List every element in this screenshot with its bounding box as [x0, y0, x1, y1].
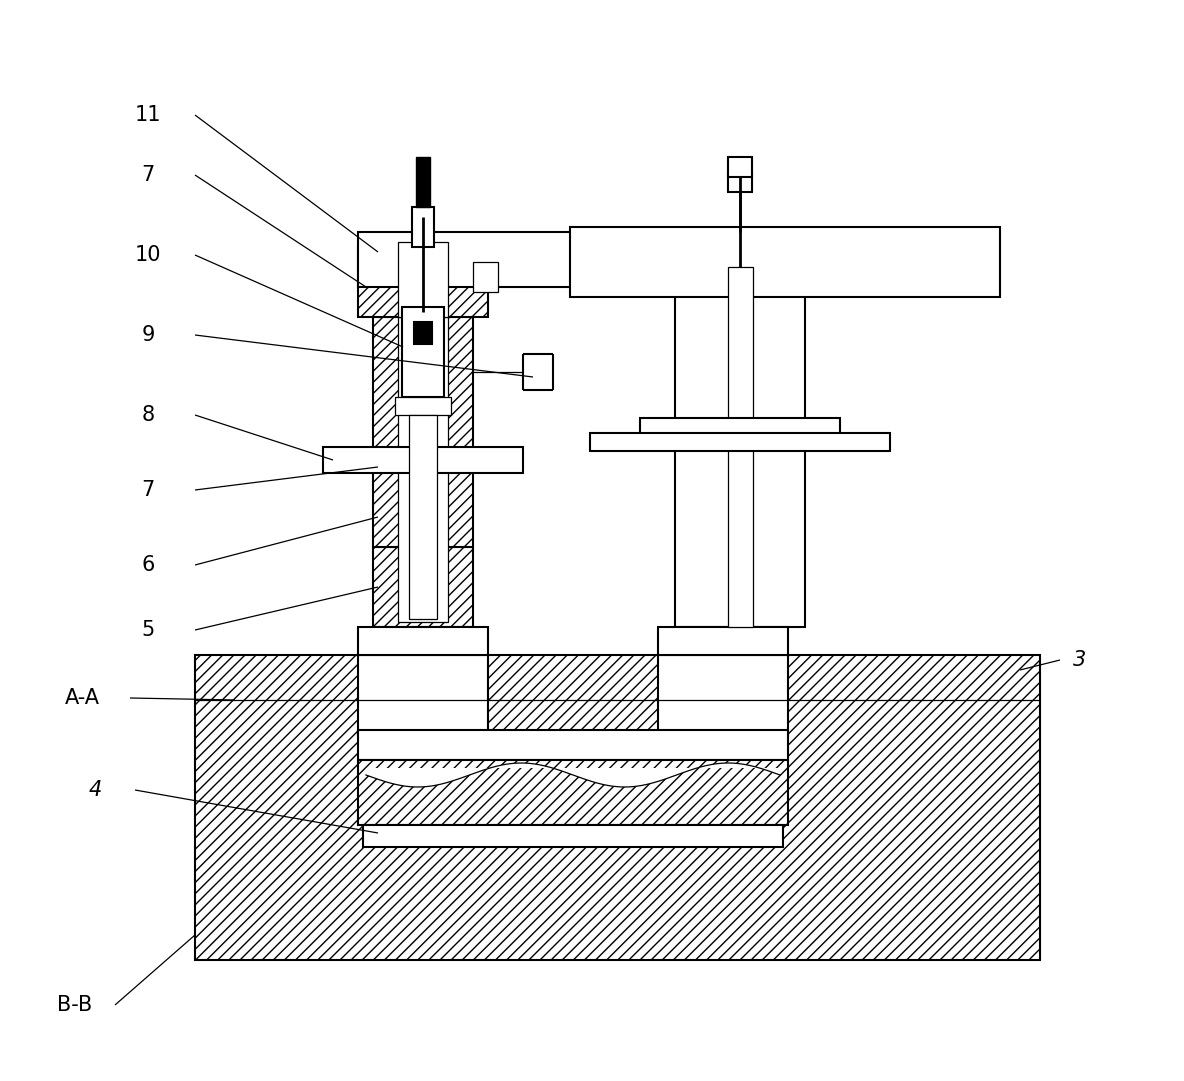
Bar [658, 655, 789, 735]
Text: 3: 3 [1074, 650, 1087, 670]
Bar [358, 655, 488, 735]
Bar [395, 397, 451, 415]
Bar [728, 267, 753, 627]
Bar [416, 157, 430, 206]
Bar [590, 432, 890, 451]
Bar [358, 246, 488, 317]
Text: 10: 10 [135, 245, 161, 265]
Bar [728, 172, 752, 192]
Bar [358, 730, 789, 760]
Text: 11: 11 [135, 105, 161, 125]
Bar [358, 627, 488, 655]
Bar [412, 206, 435, 246]
Bar [373, 317, 472, 547]
Text: 6: 6 [141, 555, 155, 575]
Bar [641, 418, 839, 443]
Bar [728, 157, 752, 177]
Text: 4: 4 [89, 780, 102, 800]
Bar [373, 547, 472, 627]
Bar [403, 307, 444, 397]
Bar [363, 825, 783, 848]
Bar [398, 317, 448, 622]
Bar [414, 322, 432, 344]
Bar [675, 267, 805, 627]
Text: 5: 5 [141, 620, 155, 640]
Bar [472, 262, 498, 292]
Bar [658, 627, 789, 655]
Bar [408, 415, 437, 619]
Text: 7: 7 [141, 165, 155, 185]
Bar [398, 242, 448, 317]
Text: A-A: A-A [64, 688, 99, 708]
Bar [570, 227, 1000, 297]
Text: 9: 9 [141, 325, 155, 345]
Text: 8: 8 [141, 405, 155, 425]
Text: 7: 7 [141, 480, 155, 501]
Bar [358, 232, 805, 286]
Bar [195, 655, 1040, 960]
Bar [358, 760, 789, 825]
Text: B-B: B-B [57, 995, 92, 1015]
Bar [323, 448, 523, 473]
Polygon shape [366, 763, 780, 787]
